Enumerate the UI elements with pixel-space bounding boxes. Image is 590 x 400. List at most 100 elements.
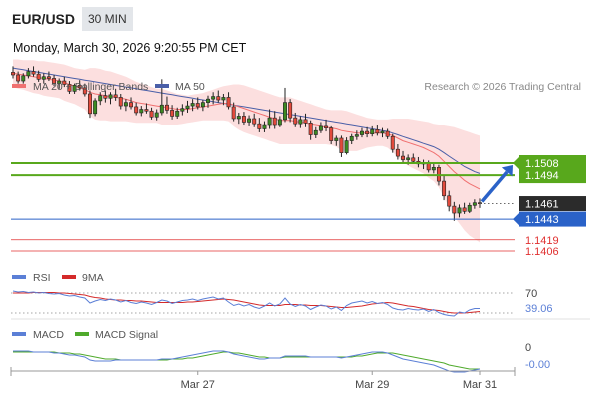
candle [164, 96, 169, 114]
candle-body [206, 98, 210, 103]
candle [467, 202, 472, 214]
ma20-line [12, 72, 481, 190]
candle [390, 133, 395, 153]
candle-body [395, 148, 400, 157]
candle [134, 102, 139, 116]
candle-body [380, 130, 385, 134]
candle [154, 109, 159, 121]
macd-signal-legend-swatch [75, 332, 89, 336]
resistance-label-pointer [513, 157, 519, 169]
candle-body [159, 104, 164, 114]
candle [195, 97, 200, 110]
candle [57, 78, 62, 89]
macd-signal-legend-label: MACD Signal [95, 329, 158, 341]
candle-body [57, 80, 62, 84]
candle [293, 112, 298, 127]
candle [395, 144, 400, 160]
candle [457, 204, 462, 218]
moving-averages [12, 67, 481, 190]
candle-body [123, 102, 128, 107]
candle [216, 90, 221, 103]
candle [206, 95, 210, 108]
candle [431, 163, 436, 174]
candle-body [185, 105, 190, 109]
candle-body [354, 134, 359, 137]
candle-body [406, 157, 411, 160]
support-level-label: 1.1406 [525, 246, 559, 258]
candle [200, 100, 205, 112]
rsi-ma-legend-label: 9MA [82, 272, 104, 284]
candle [123, 99, 128, 112]
ma50-legend-label: MA 50 [175, 81, 205, 93]
candle [288, 99, 293, 123]
time-axis-tick-label: Mar 31 [463, 379, 497, 391]
macd-legend-label: MACD [33, 329, 64, 341]
candle-body [231, 106, 236, 120]
candle-body [16, 74, 21, 82]
macd-legend-swatch [12, 332, 26, 336]
candle-body [41, 76, 46, 80]
candle [442, 175, 447, 201]
candle-body [308, 123, 313, 135]
candle [283, 87, 287, 123]
candle [452, 201, 457, 221]
candle-body [247, 118, 252, 123]
candle-body [195, 103, 200, 108]
candle [88, 90, 92, 119]
candle [67, 81, 72, 94]
candle-body [149, 110, 154, 118]
candle-body [21, 75, 26, 82]
candle [46, 71, 51, 82]
candle-body [164, 104, 169, 111]
candle-body [139, 109, 144, 114]
candle-body [313, 129, 318, 135]
support-level-label: 1.1419 [525, 235, 559, 247]
candle-body [236, 116, 241, 120]
candle-body [452, 205, 457, 214]
rsi-legend-swatch [12, 275, 26, 279]
candle-body [226, 97, 231, 108]
candle-body [175, 110, 180, 117]
candle [149, 107, 154, 120]
candle-body [77, 85, 82, 89]
candle [447, 190, 452, 212]
candle [180, 104, 185, 116]
candle-body [283, 102, 287, 121]
candle [329, 125, 334, 145]
candle-body [339, 137, 344, 153]
candle-body [144, 109, 149, 112]
candle [339, 135, 344, 157]
candle-body [72, 85, 77, 92]
candle-body [241, 116, 246, 123]
candle [190, 99, 195, 112]
candle [252, 113, 257, 127]
candle [118, 93, 123, 110]
candle [98, 92, 103, 106]
candle [108, 92, 113, 105]
candle-body [113, 94, 118, 98]
support-label-box [519, 211, 586, 227]
candle [139, 106, 144, 117]
macd-line [13, 350, 481, 373]
ma20-legend-label: MA 20 + Bollinger Bands [33, 81, 148, 93]
candle [313, 126, 318, 138]
candle [375, 125, 380, 136]
candle-body [93, 100, 98, 115]
candle [129, 97, 134, 110]
candle-body [298, 119, 303, 125]
candle [21, 73, 26, 84]
candle-body [426, 162, 431, 171]
candle [52, 75, 57, 87]
candle [144, 103, 149, 114]
candle-body [36, 73, 41, 80]
ma20-legend-swatch [12, 84, 26, 88]
candle [170, 105, 175, 120]
candle [298, 116, 303, 128]
timeframe-badge[interactable]: 30 MIN [82, 7, 133, 31]
candle [226, 92, 231, 110]
resistance-label-box [519, 155, 586, 184]
support-level-label: 1.1443 [525, 214, 559, 226]
candle [262, 121, 267, 132]
candle-body [277, 119, 282, 126]
rsi-last-label: 39.06 [525, 303, 553, 315]
